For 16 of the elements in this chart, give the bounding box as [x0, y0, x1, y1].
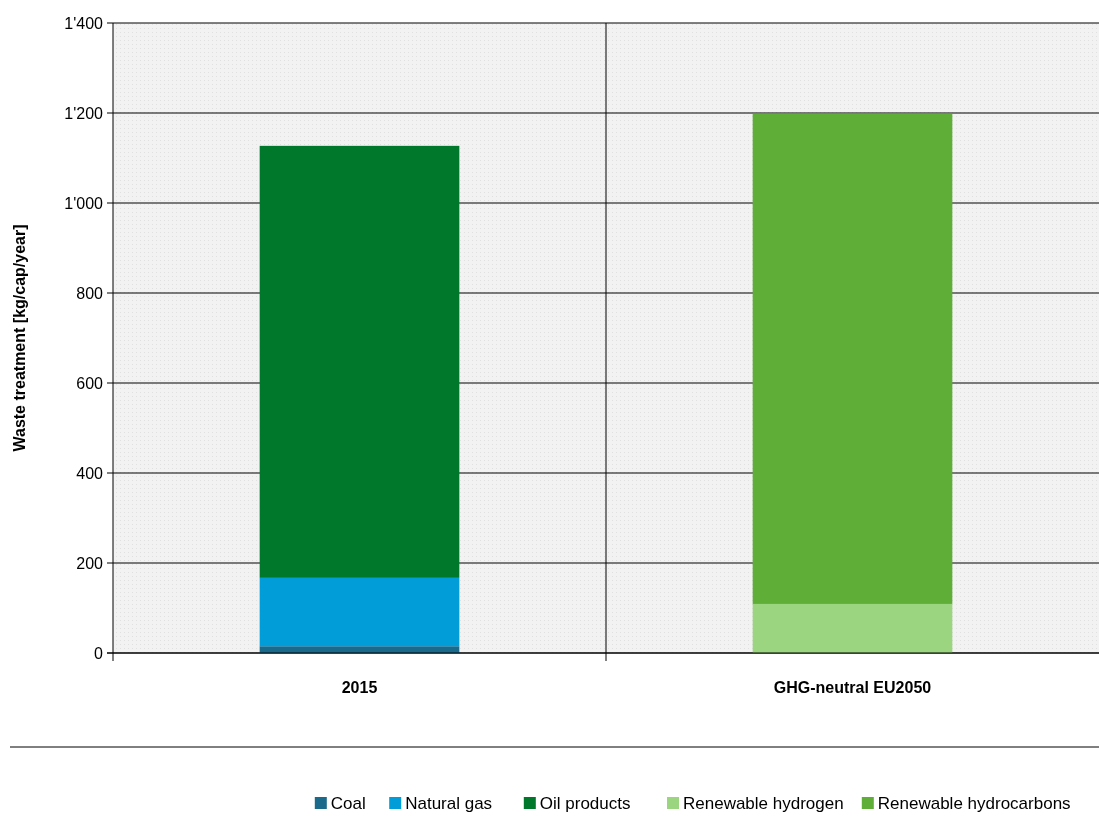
y-tick-label: 600 [76, 374, 104, 392]
y-tick-label: 400 [76, 464, 104, 482]
y-tick-label: 200 [76, 554, 104, 572]
legend-label: Renewable hydrogen [683, 793, 844, 813]
legend-label: Coal [330, 793, 366, 813]
legend-label: Oil products [539, 793, 631, 813]
legend-label: Renewable hydrocarbons [877, 793, 1071, 813]
y-tick-label: 800 [76, 284, 104, 302]
y-tick-label: 1'200 [64, 104, 104, 122]
y-axis-title: Waste treatment [kg/cap/year] [11, 224, 28, 452]
y-tick-label: 0 [94, 644, 104, 662]
legend-label: Natural gas [405, 793, 493, 813]
y-tick-label: 1'400 [64, 14, 104, 32]
x-tick-label: GHG-neutral EU2050 [773, 679, 932, 696]
x-tick-label: 2015 [341, 679, 378, 696]
y-tick-label: 1'000 [64, 194, 104, 212]
